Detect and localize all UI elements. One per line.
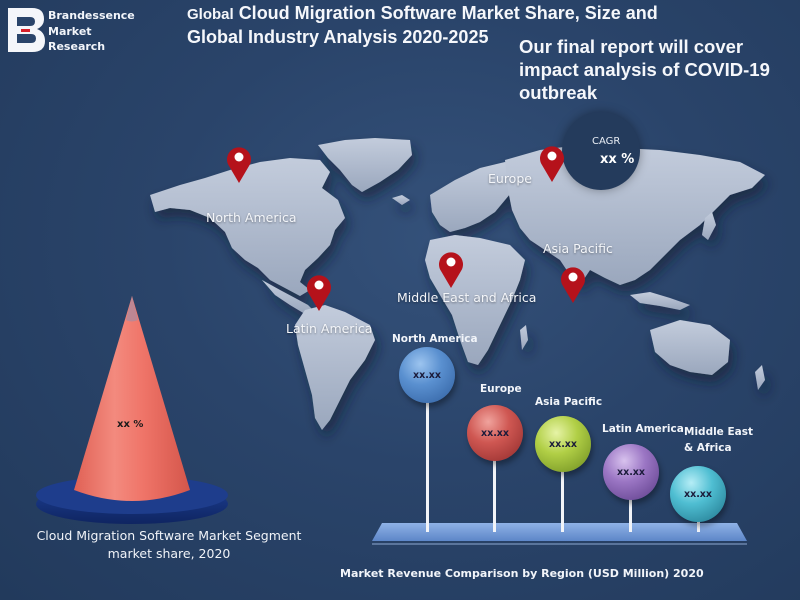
cagr-label: CAGR: [592, 136, 621, 147]
title-line2: Global Industry Analysis 2020-2025: [187, 27, 489, 47]
title-main: Cloud Migration Software Market Share, S…: [238, 3, 658, 23]
title-prefix: Global: [187, 6, 234, 23]
map-pin-icon: [227, 147, 251, 183]
bubble-stick: [493, 455, 496, 532]
brand-name-line3: Research: [48, 40, 106, 53]
map-pin-icon: [439, 252, 463, 288]
bubble-latin-america: xx.xx: [603, 444, 659, 500]
bubble-label-line1: Middle East: [684, 426, 753, 438]
bubble-asia-pacific: xx.xx: [535, 416, 591, 472]
cone-caption: Cloud Migration Software Market Segment …: [10, 527, 328, 563]
cagr-circle: [562, 112, 640, 190]
bubble-label-north-america: North America: [392, 333, 478, 345]
map-pin-icon: [540, 146, 564, 182]
bubble-stick: [697, 515, 700, 532]
bubble-value: xx.xx: [548, 438, 578, 450]
bubble-stick: [561, 465, 564, 532]
map-label-asia-pacific: Asia Pacific: [543, 241, 613, 256]
bubble-stick: [629, 490, 632, 532]
bubble-middle-east-africa: xx.xx: [670, 466, 726, 522]
bubble-value: xx.xx: [683, 488, 713, 500]
page-title: Global Cloud Migration Software Market S…: [187, 2, 658, 49]
cone-value: xx %: [117, 419, 144, 430]
bubble-value: xx.xx: [412, 369, 442, 381]
cone-caption-line1: Cloud Migration Software Market Segment: [36, 528, 302, 543]
brand-name-line2: Market: [48, 24, 92, 38]
world-map: [150, 138, 765, 430]
covid-note-line1: Our final report will cover: [519, 36, 744, 57]
cone-chart: [36, 296, 228, 524]
covid-note-line3: outbreak: [519, 82, 598, 103]
covid-note: Our final report will cover impact analy…: [519, 35, 770, 104]
brand-logo: [6, 6, 46, 54]
map-label-europe: Europe: [488, 171, 532, 186]
brand-name-line1: Brandessence: [48, 9, 135, 22]
brand-name: Brandessence Market Research: [48, 8, 135, 55]
chart-platform: [372, 523, 747, 545]
bubble-label-middle-east-africa: Middle East & Africa: [684, 424, 753, 456]
cone-caption-line2: market share, 2020: [107, 546, 231, 561]
bubble-north-america: xx.xx: [399, 347, 455, 403]
cagr-value: xx %: [600, 152, 635, 167]
map-label-middle-east-africa: Middle East and Africa: [397, 290, 537, 305]
bubble-stick: [426, 395, 429, 532]
bubble-label-latin-america: Latin America: [602, 423, 684, 435]
bubble-label-line2: & Africa: [684, 442, 732, 454]
bubble-label-europe: Europe: [480, 383, 522, 395]
bubble-label-asia-pacific: Asia Pacific: [535, 396, 603, 408]
bubble-chart-caption: Market Revenue Comparison by Region (USD…: [340, 567, 704, 580]
map-label-latin-america: Latin America: [286, 321, 373, 336]
bubble-europe: xx.xx: [467, 405, 523, 461]
bubble-value: xx.xx: [616, 466, 646, 478]
map-label-north-america: North America: [206, 210, 297, 225]
covid-note-line2: impact analysis of COVID-19: [519, 59, 770, 80]
bubble-value: xx.xx: [480, 427, 510, 439]
map-pin-icon: [561, 267, 585, 303]
map-pin-icon: [307, 275, 331, 311]
